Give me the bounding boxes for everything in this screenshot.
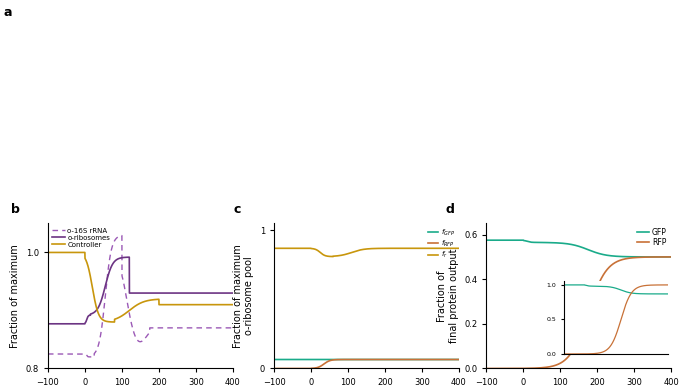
$\mathit{f}_{r}$ (349, 250, 357, 254)
$\mathit{f}_{GFP}$ (455, 357, 463, 362)
Text: d: d (446, 203, 455, 216)
RFP (482, 366, 490, 371)
o-16S rRNA (76, 352, 84, 356)
$\mathit{f}_{RFP}$ (349, 357, 357, 362)
$\mathit{f}_{RFP}$ (291, 366, 299, 371)
Line: $\mathit{f}_{RFP}$: $\mathit{f}_{RFP}$ (274, 359, 459, 368)
Text: b: b (11, 203, 20, 216)
RFP (503, 366, 512, 371)
$\mathit{f}_{r}$ (455, 246, 463, 250)
Controller (76, 250, 84, 255)
$\mathit{f}_{r}$ (341, 252, 349, 257)
$\mathit{f}_{GFP}$ (270, 357, 278, 362)
o-16S rRNA (65, 352, 73, 356)
Line: GFP: GFP (486, 240, 671, 257)
$\mathit{f}_{r}$ (432, 246, 440, 250)
Controller (65, 250, 73, 255)
Controller (225, 302, 234, 307)
GFP (514, 238, 523, 243)
RFP (553, 362, 562, 367)
Line: o-16S rRNA: o-16S rRNA (48, 236, 233, 357)
Line: Controller: Controller (48, 252, 233, 322)
GFP (561, 241, 569, 246)
$\mathit{f}_{GFP}$ (349, 357, 357, 362)
GFP (503, 238, 512, 243)
Controller (44, 250, 52, 255)
GFP (482, 238, 490, 243)
o-ribosomes (115, 256, 123, 261)
$\mathit{f}_{GFP}$ (432, 357, 440, 362)
$\mathit{f}_{RFP}$ (451, 357, 460, 362)
o-16S rRNA (229, 325, 237, 330)
Controller (110, 319, 119, 324)
$\mathit{f}_{r}$ (329, 254, 337, 259)
$\mathit{f}_{GFP}$ (451, 357, 460, 362)
$\mathit{f}_{GFP}$ (302, 357, 310, 362)
Legend: GFP, RFP: GFP, RFP (636, 227, 667, 248)
Controller (229, 302, 237, 307)
RFP (561, 358, 569, 362)
$\mathit{f}_{r}$ (302, 246, 310, 250)
Controller (115, 315, 123, 320)
GFP (553, 241, 562, 245)
RFP (664, 254, 672, 259)
o-16S rRNA (115, 234, 123, 239)
GFP (667, 254, 675, 259)
o-ribosomes (76, 321, 84, 326)
GFP (644, 254, 652, 259)
RFP (514, 366, 523, 371)
$\mathit{f}_{GFP}$ (291, 357, 299, 362)
o-16S rRNA (118, 233, 126, 238)
o-16S rRNA (225, 325, 234, 330)
o-16S rRNA (90, 354, 98, 359)
$\mathit{f}_{RFP}$ (455, 357, 463, 362)
Legend: o-16S rRNA, o-ribosomes, Controller: o-16S rRNA, o-ribosomes, Controller (51, 227, 111, 249)
Y-axis label: Fraction of maximum: Fraction of maximum (10, 244, 20, 348)
o-ribosomes (125, 255, 134, 260)
Y-axis label: Fraction of
final protein output: Fraction of final protein output (437, 249, 458, 343)
RFP (667, 254, 675, 259)
$\mathit{f}_{r}$ (270, 246, 278, 250)
o-ribosomes (123, 255, 131, 260)
RFP (644, 255, 652, 260)
o-16S rRNA (44, 352, 52, 356)
Controller (206, 302, 214, 307)
$\mathit{f}_{r}$ (291, 246, 299, 250)
Line: $\mathit{f}_{r}$: $\mathit{f}_{r}$ (274, 248, 459, 256)
o-ribosomes (229, 291, 237, 296)
o-16S rRNA (206, 325, 214, 330)
Legend: $\mathit{f}_{GFP}$, $\mathit{f}_{RFP}$, $\mathit{f}_{r}$: $\mathit{f}_{GFP}$, $\mathit{f}_{RFP}$, … (427, 227, 456, 261)
o-16S rRNA (123, 299, 131, 303)
Text: c: c (234, 203, 240, 216)
Controller (123, 310, 131, 315)
$\mathit{f}_{RFP}$ (432, 357, 440, 362)
Line: RFP: RFP (486, 257, 671, 368)
o-ribosomes (65, 321, 73, 326)
Line: o-ribosomes: o-ribosomes (48, 257, 233, 324)
o-ribosomes (206, 291, 214, 296)
Text: a: a (3, 7, 12, 20)
o-ribosomes (44, 321, 52, 326)
$\mathit{f}_{RFP}$ (270, 366, 278, 371)
$\mathit{f}_{r}$ (451, 246, 460, 250)
$\mathit{f}_{RFP}$ (341, 357, 349, 362)
$\mathit{f}_{GFP}$ (341, 357, 349, 362)
GFP (664, 254, 672, 259)
Y-axis label: Fraction of maximum
o-ribosome pool: Fraction of maximum o-ribosome pool (233, 244, 254, 348)
$\mathit{f}_{RFP}$ (302, 366, 310, 371)
o-ribosomes (225, 291, 234, 296)
$\mathit{f}_{RFP}$ (433, 357, 441, 362)
